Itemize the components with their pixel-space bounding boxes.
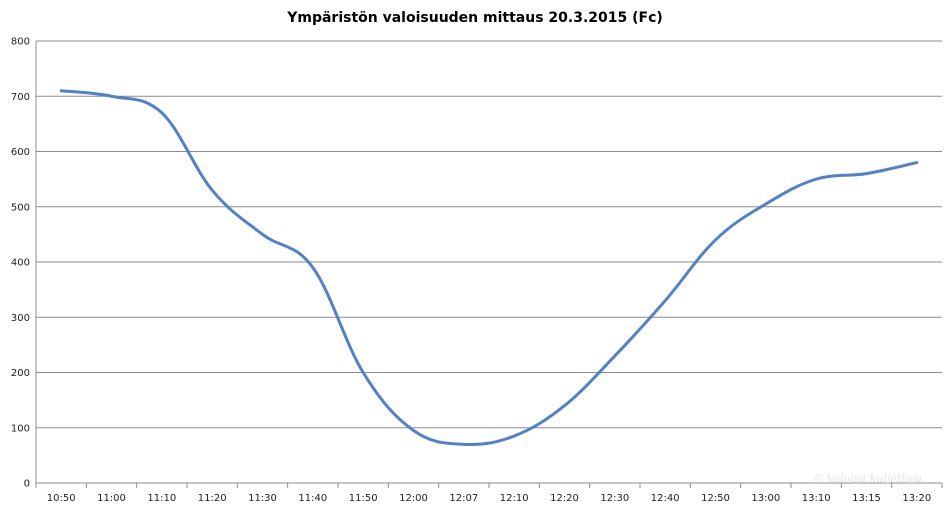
series-lines: [59, 89, 919, 447]
x-tick-label: 11:20: [198, 493, 227, 504]
y-tick-label: 200: [11, 368, 30, 379]
x-tick-label: 11:50: [349, 493, 378, 504]
y-tick-label: 400: [11, 258, 30, 269]
chart-title: Ympäristön valoisuuden mittaus 20.3.2015…: [286, 10, 663, 26]
axes: [35, 41, 943, 488]
x-tick-label: 12:00: [399, 493, 428, 504]
x-tick-label: 12:50: [701, 493, 730, 504]
x-tick-label: 10:50: [47, 493, 76, 504]
x-tick-labels: 10:50 11:00 11:10 11:20 11:30 11:40 11:50 12:00…: [47, 493, 931, 504]
x-tick-label: 11:10: [147, 493, 176, 504]
x-tick-label: 12:07: [449, 493, 478, 504]
x-tick-label: 11:30: [248, 493, 277, 504]
y-tick-label: 300: [11, 313, 30, 324]
y-tick-label: 500: [11, 202, 30, 213]
x-tick-label: 12:10: [500, 493, 529, 504]
gridlines: [36, 40, 942, 429]
watermark: © Valoisa kuljettaja: [812, 472, 922, 485]
x-tick-label: 11:40: [298, 493, 327, 504]
x-tick-label: 13:15: [852, 493, 881, 504]
y-tick-label: 0: [24, 479, 30, 490]
x-tick-label: 13:00: [751, 493, 780, 504]
x-tick-label: 12:40: [651, 493, 680, 504]
y-tick-label: 800: [11, 37, 30, 48]
series-line-0: [59, 89, 919, 447]
y-tick-label: 600: [11, 147, 30, 158]
y-tick-label: 700: [11, 92, 30, 103]
x-tick-label: 12:30: [600, 493, 629, 504]
x-tick-label: 11:00: [97, 493, 126, 504]
x-tick-label: 13:10: [802, 493, 831, 504]
y-tick-label: 100: [11, 423, 30, 434]
y-tick-labels: 0 100 200 300 400 500 600 700 800: [11, 37, 30, 490]
x-tick-label: 13:20: [902, 493, 931, 504]
x-tick-label: 12:20: [550, 493, 579, 504]
